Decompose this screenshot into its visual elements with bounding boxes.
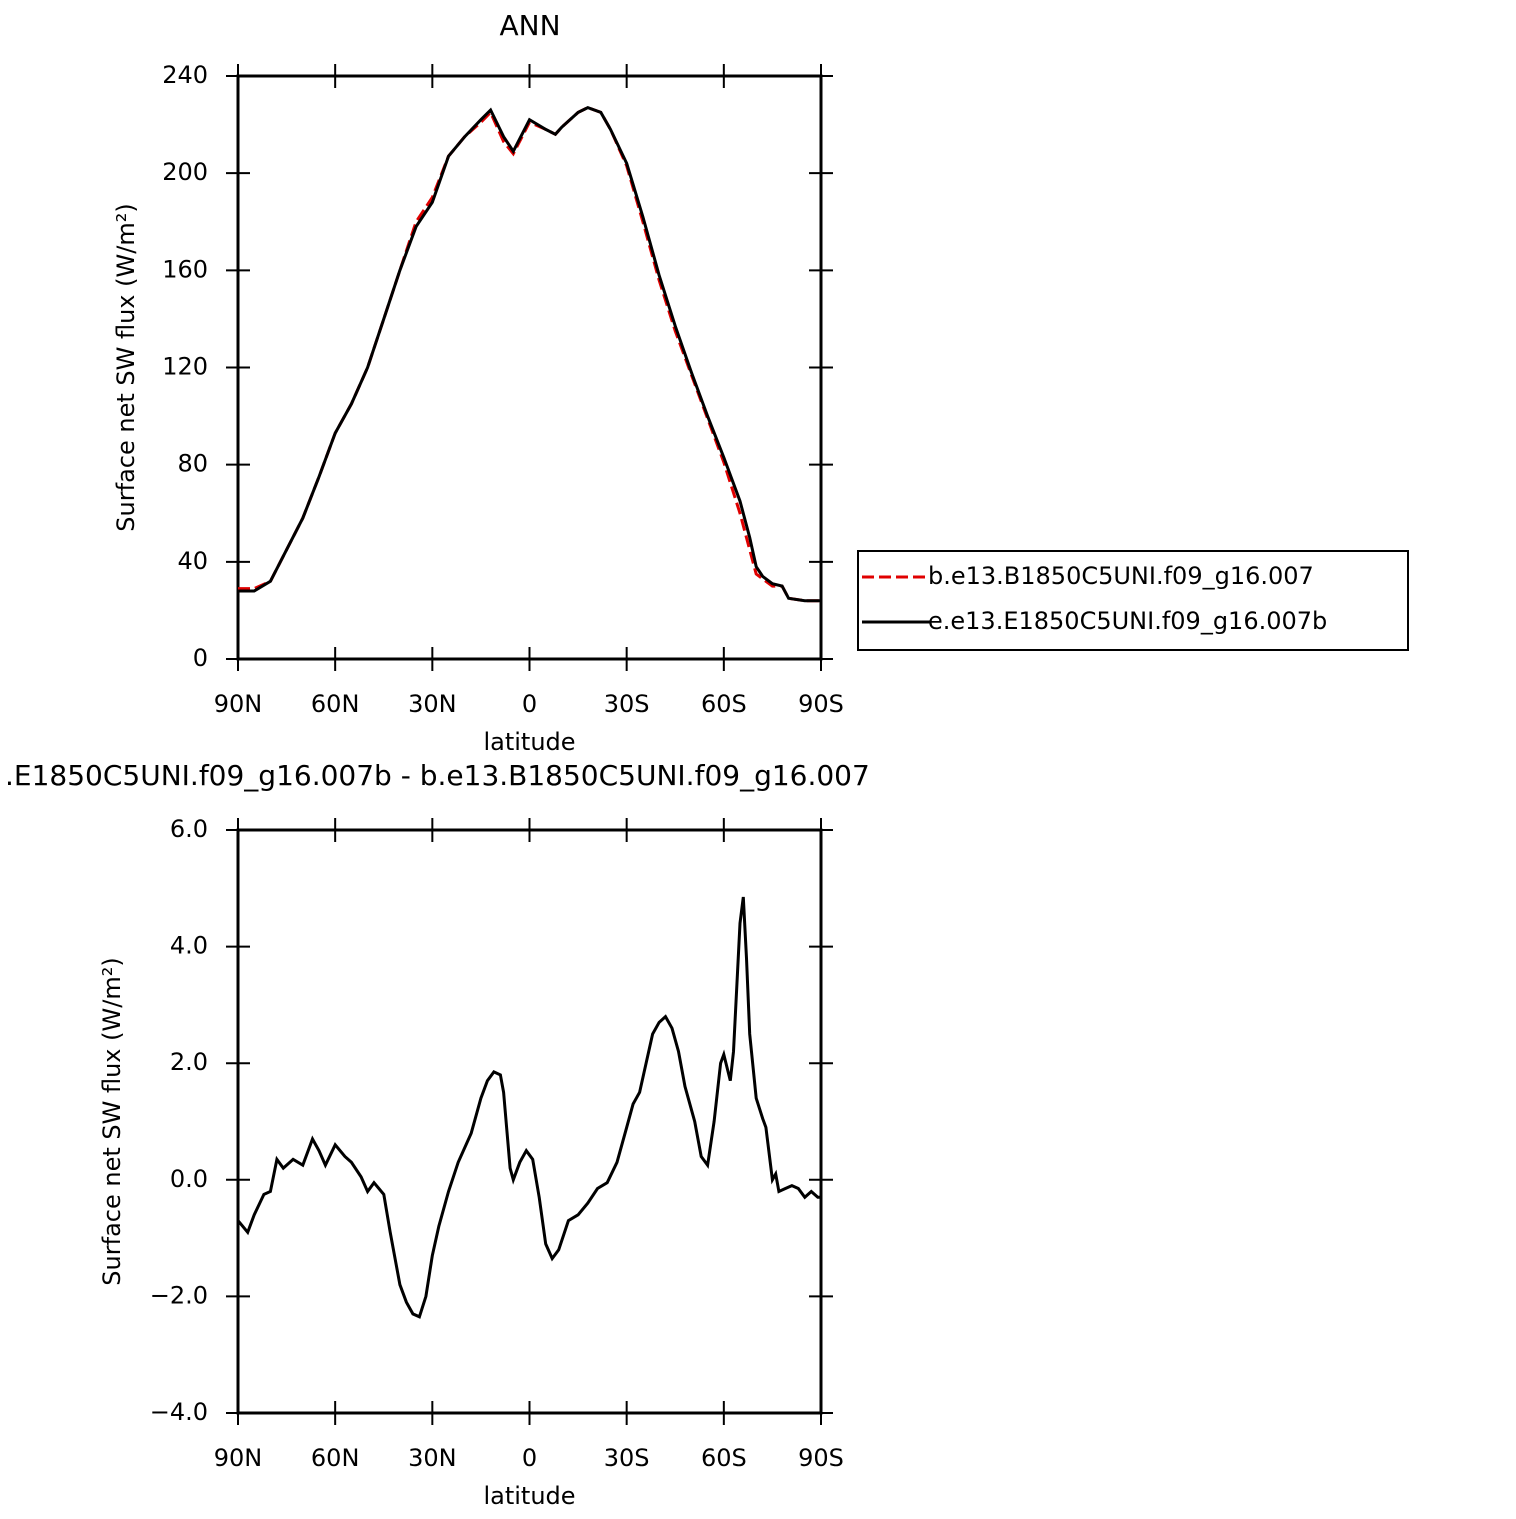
y-tick-label: 6.0 <box>170 815 208 843</box>
chart-title: ANN <box>499 9 560 42</box>
y-tick-label: 160 <box>162 255 208 283</box>
x-axis-label: latitude <box>483 1482 575 1510</box>
x-tick-label: 90N <box>214 1444 263 1472</box>
x-tick-label: 90S <box>798 1444 844 1472</box>
x-tick-label: 90N <box>214 690 263 718</box>
x-tick-label: 30S <box>604 690 650 718</box>
legend-box <box>857 550 1409 651</box>
y-tick-label: 200 <box>162 158 208 186</box>
y-axis-label: Surface net SW flux (W/m²) <box>98 957 126 1285</box>
legend-label: e.e13.E1850C5UNI.f09_g16.007b <box>928 607 1327 635</box>
y-tick-label: −2.0 <box>150 1281 208 1309</box>
chart-title: .E1850C5UNI.f09_g16.007b - b.e13.B1850C5… <box>5 759 870 792</box>
y-tick-label: 240 <box>162 61 208 89</box>
x-tick-label: 60S <box>701 690 747 718</box>
y-tick-label: 0.0 <box>170 1165 208 1193</box>
x-tick-label: 30N <box>408 1444 457 1472</box>
x-tick-label: 0 <box>522 1444 537 1472</box>
x-tick-label: 60N <box>311 690 360 718</box>
x-tick-label: 30N <box>408 690 457 718</box>
y-tick-label: 40 <box>177 547 208 575</box>
y-tick-label: 4.0 <box>170 932 208 960</box>
x-tick-label: 30S <box>604 1444 650 1472</box>
data-line <box>236 896 821 1319</box>
x-tick-label: 0 <box>522 690 537 718</box>
y-tick-label: 0 <box>193 644 208 672</box>
x-axis-label: latitude <box>483 728 575 756</box>
x-tick-label: 90S <box>798 690 844 718</box>
x-tick-label: 60N <box>311 1444 360 1472</box>
y-axis-label: Surface net SW flux (W/m²) <box>112 203 140 531</box>
data-line <box>238 105 821 603</box>
legend-label: b.e13.B1850C5UNI.f09_g16.007 <box>928 562 1314 590</box>
y-tick-label: 2.0 <box>170 1048 208 1076</box>
y-tick-label: −4.0 <box>150 1398 208 1426</box>
y-tick-label: 120 <box>162 353 208 381</box>
plot-frame <box>236 74 823 661</box>
x-tick-label: 60S <box>701 1444 747 1472</box>
plot-frame <box>236 828 823 1415</box>
data-line <box>238 105 821 603</box>
y-tick-label: 80 <box>177 450 208 478</box>
